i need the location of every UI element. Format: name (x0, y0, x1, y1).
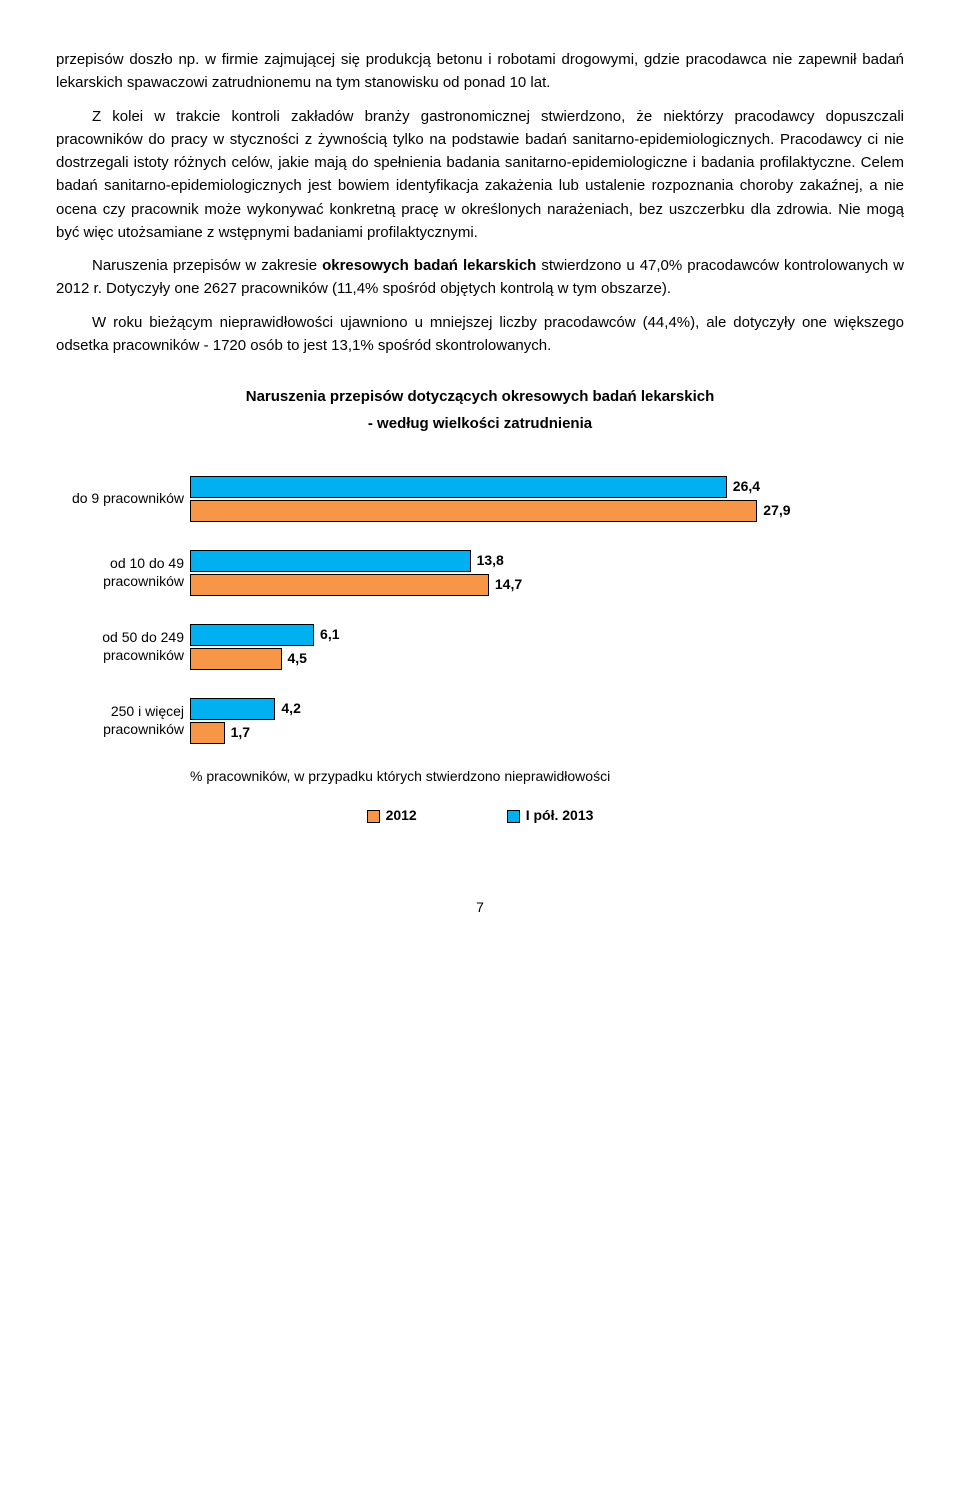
chart-row: od 10 do 49 pracowników 13,814,7 (56, 550, 904, 596)
bar-value-label: 13,8 (477, 550, 504, 572)
legend-label: I pół. 2013 (526, 805, 594, 827)
paragraph-2: Z kolei w trakcie kontroli zakładów bran… (56, 105, 904, 245)
chart-row: do 9 pracowników 26,427,9 (56, 476, 904, 522)
p3-part-a: Naruszenia przepisów w zakresie (92, 257, 322, 274)
bar-series-1 (190, 476, 727, 498)
legend-label: 2012 (386, 805, 417, 827)
chart-title: Naruszenia przepisów dotyczących okresow… (56, 385, 904, 408)
bar-series-1 (190, 624, 314, 646)
chart-subtitle: - według wielkości zatrudnienia (56, 412, 904, 435)
p3-part-b-bold: okresowych badań lekarskich (322, 257, 536, 274)
bar-value-label: 1,7 (231, 722, 250, 744)
bar-series-2 (190, 648, 282, 670)
bar-series-1 (190, 550, 471, 572)
bar-value-label: 4,2 (281, 698, 300, 720)
bar-value-label: 26,4 (733, 476, 760, 498)
page-number: 7 (56, 897, 904, 919)
chart-row: 250 i więcej pracowników 4,2 1,7 (56, 698, 904, 744)
chart-row: od 50 do 249 pracowników 6,1 4,5 (56, 624, 904, 670)
bar-series-2 (190, 722, 225, 744)
bar-value-label: 6,1 (320, 624, 339, 646)
paragraph-1: przepisów doszło np. w firmie zajmującej… (56, 48, 904, 95)
legend-swatch (367, 810, 380, 823)
bar-chart: do 9 pracowników 26,427,9 od 10 do 49 prac… (56, 476, 904, 744)
bar-value-label: 14,7 (495, 574, 522, 596)
bar-series-1 (190, 698, 275, 720)
legend-swatch (507, 810, 520, 823)
chart-axis-label: % pracowników, w przypadku których stwie… (190, 766, 904, 788)
bar-series-2 (190, 574, 489, 596)
legend-item: I pół. 2013 (507, 805, 594, 827)
bar-series-2 (190, 500, 757, 522)
paragraph-3: Naruszenia przepisów w zakresie okresowy… (56, 254, 904, 301)
bar-value-label: 4,5 (288, 648, 307, 670)
bar-value-label: 27,9 (763, 500, 790, 522)
legend-item: 2012 (367, 805, 417, 827)
paragraph-4: W roku bieżącym nieprawidłowości ujawnio… (56, 311, 904, 358)
chart-category-label: od 10 do 49 pracowników (56, 555, 190, 590)
chart-category-label: 250 i więcej pracowników (56, 703, 190, 738)
chart-legend: 2012 I pół. 2013 (56, 805, 904, 827)
chart-category-label: od 50 do 249 pracowników (56, 629, 190, 664)
chart-category-label: do 9 pracowników (56, 490, 190, 508)
